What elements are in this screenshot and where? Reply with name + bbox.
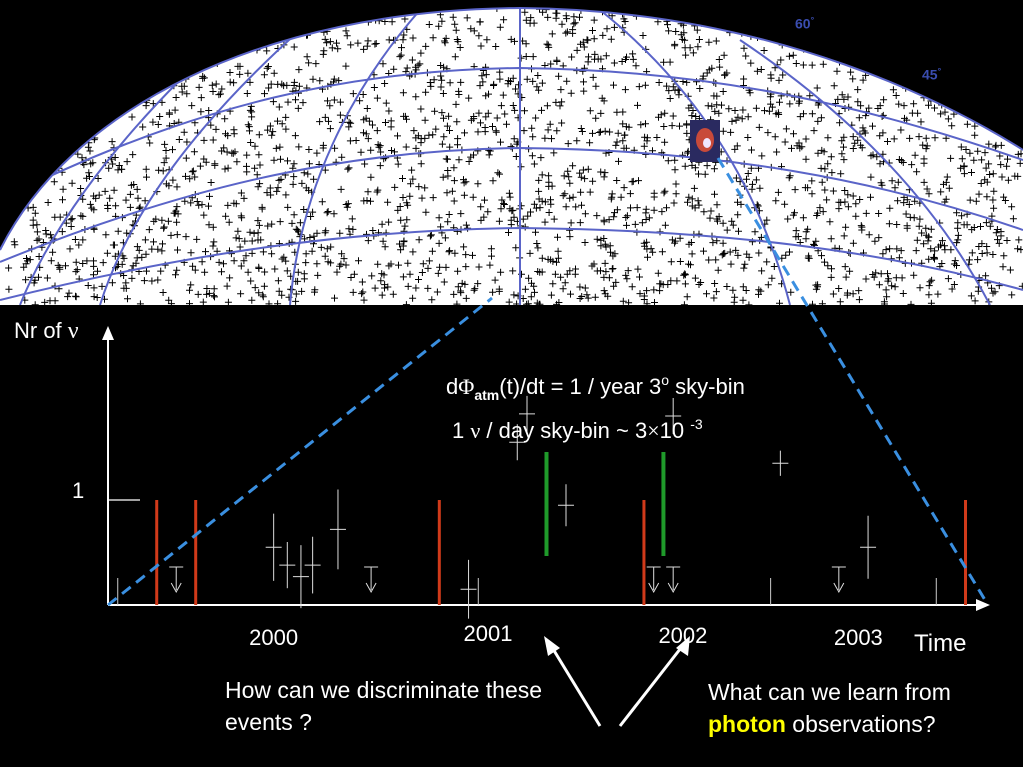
latitude-label-60: 60° — [795, 15, 815, 32]
data-point-2 — [292, 545, 309, 609]
sky-grid-line-3 — [289, 9, 421, 305]
sky-grid-line-4 — [599, 9, 791, 305]
data-point-upper-1 — [509, 424, 526, 461]
arrow-right-head-icon — [676, 636, 690, 656]
photon-highlight: photon — [708, 711, 786, 737]
data-point-6 — [557, 484, 574, 527]
upper-limit-arrow-icon-4 — [831, 566, 846, 594]
x-axis-arrow-icon — [976, 599, 990, 611]
upper-limit-arrow-icon-0 — [169, 566, 184, 594]
upper-limits — [117, 566, 937, 605]
data-point-5 — [460, 559, 477, 619]
arrow-right — [618, 643, 686, 727]
detected-events-red — [155, 500, 968, 605]
detected-events-green — [544, 452, 666, 556]
arrow-left — [548, 643, 602, 727]
data-point-1 — [279, 542, 296, 589]
data-point-upper-2 — [665, 398, 682, 434]
data-point-0 — [265, 513, 282, 581]
question-right: What can we learn from photon observatio… — [708, 679, 951, 737]
y-tick-label: 1 — [72, 478, 85, 503]
y-axis-arrow-icon — [102, 326, 114, 340]
data-point-8 — [860, 515, 877, 579]
zoom-line-right — [716, 157, 987, 601]
time-series-plot: 2000 2001 2002 2003 — [102, 157, 990, 650]
latitude-label-45: 45° — [922, 66, 942, 83]
data-point-7 — [772, 450, 789, 476]
arrow-left-head-icon — [544, 636, 560, 656]
upper-limit-arrow-icon-1 — [364, 566, 379, 594]
sky-grid-line-8 — [19, 79, 181, 305]
flux-annotation: dΦatm(t)/dt = 1 / year 3o sky-bin — [446, 372, 745, 403]
y-axis-label: Nr of ν — [14, 318, 79, 344]
upper-limit-arrow-icon-2 — [646, 566, 661, 594]
sky-map-coordinate-grid — [0, 8, 1023, 305]
source-icon — [690, 120, 720, 162]
sky-grid-line-6 — [739, 39, 991, 305]
sky-map — [0, 6, 1023, 305]
x-tick-labels: 2000 2001 2002 2003 — [249, 621, 883, 650]
upper-limit-arrow-icon-3 — [666, 566, 681, 594]
sky-grid-line-5 — [99, 29, 301, 305]
x-axis-label: Time — [914, 630, 967, 657]
question-left: How can we discriminate these events ? — [225, 677, 543, 735]
data-point-4 — [329, 489, 346, 570]
sky-map-edge — [0, 6, 1023, 251]
sky-map-dome — [0, 8, 1023, 305]
data-point-upper-0 — [519, 395, 536, 432]
zoom-line-left — [107, 296, 493, 607]
data-point-3 — [304, 536, 321, 594]
data-points — [265, 395, 877, 619]
question-arrows — [544, 636, 690, 727]
x-tick-label-2000: 2000 — [249, 625, 298, 650]
rate-annotation: 1 ν / day sky-bin ~ 3×10 -3 — [452, 416, 703, 443]
x-tick-label-2003: 2003 — [834, 625, 883, 650]
x-tick-label-2001: 2001 — [464, 621, 513, 646]
